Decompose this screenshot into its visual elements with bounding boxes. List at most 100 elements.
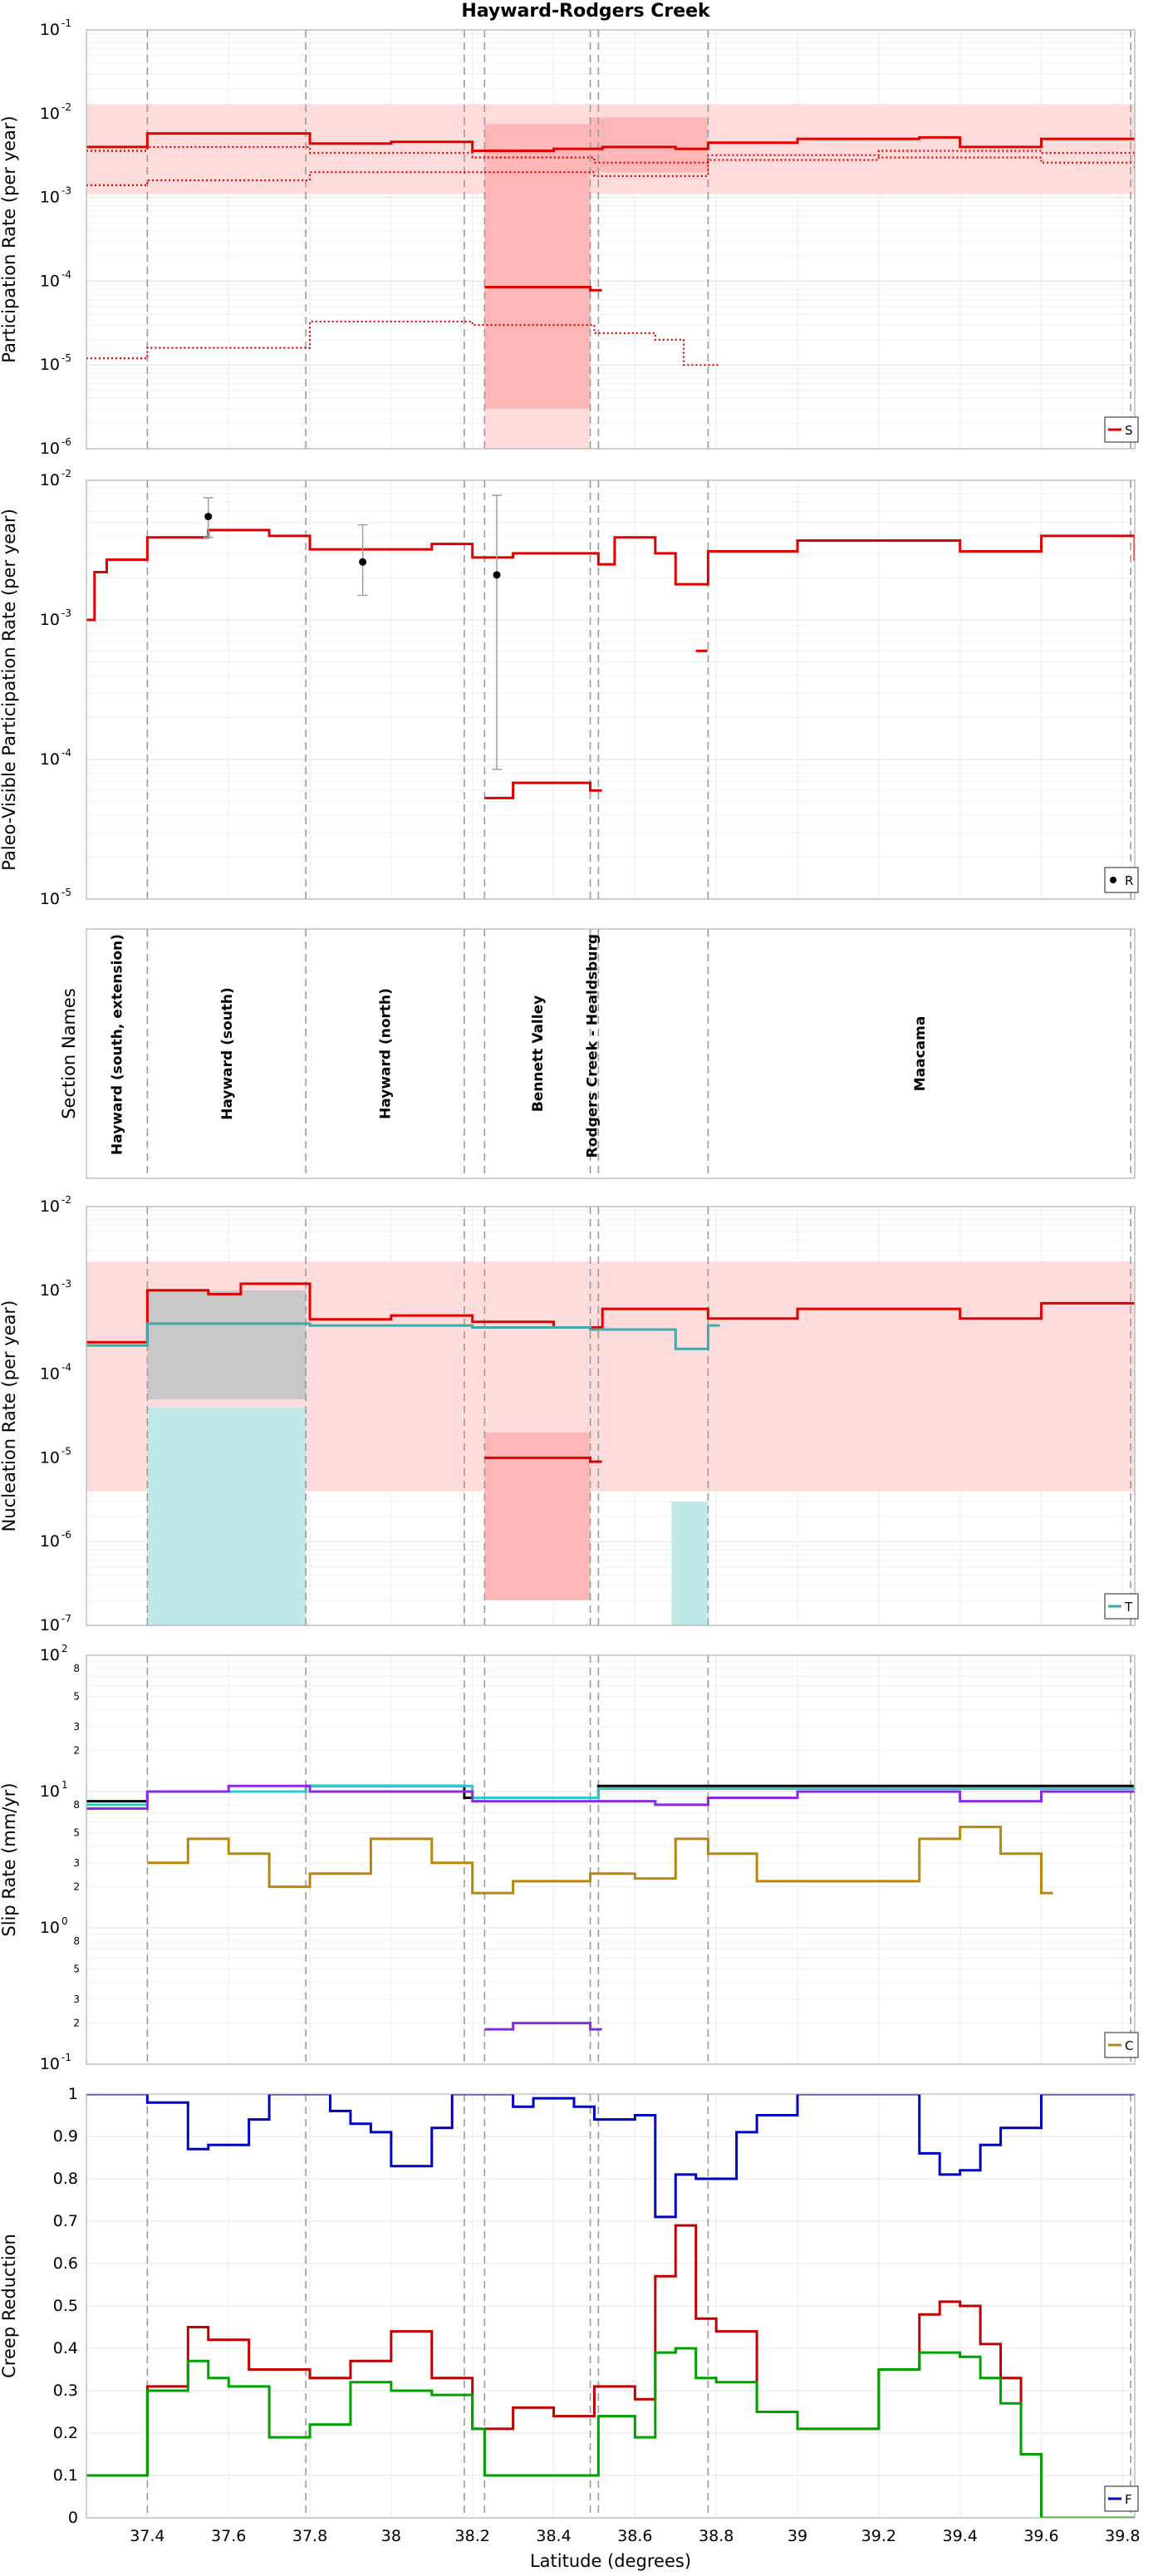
plot-content [86, 1655, 1135, 2064]
y-tick-label: 10 [40, 1365, 60, 1384]
y-tick-label: 10 [40, 1448, 60, 1467]
series-red [86, 2224, 1135, 2518]
x-tick-label: 39.4 [943, 2527, 978, 2545]
y-minor-tick-label: 5 [73, 1963, 80, 1974]
y-tick-label: 0.1 [53, 2466, 78, 2485]
y-tick-label: 10 [40, 1281, 60, 1300]
y-tick-label: 10 [40, 1197, 60, 1216]
y-tick-label: 10 [40, 272, 60, 290]
plot-content [86, 1207, 1135, 1625]
y-minor-tick-label: 3 [73, 1993, 80, 2005]
y-tick-label: 0.2 [53, 2424, 78, 2442]
x-tick-label: 39.8 [1105, 2527, 1140, 2545]
x-tick-label: 38.4 [536, 2527, 571, 2545]
series-mean [86, 132, 1135, 153]
y-tick-label: 0.9 [53, 2127, 78, 2146]
series-green [86, 2347, 1135, 2518]
uncertainty-band-4 [147, 1290, 307, 1399]
y-minor-tick-label: 3 [73, 1721, 80, 1733]
series-max [86, 145, 1135, 164]
y-tick-label: 0.6 [53, 2254, 78, 2273]
y-tick-label: 10 [40, 356, 60, 374]
y-tick-label: 10 [40, 890, 60, 908]
series-min [86, 156, 1135, 186]
y-tick-exponent: -1 [61, 2052, 71, 2063]
y-tick-exponent: -3 [61, 1278, 71, 1290]
x-axis-label: Latitude (degrees) [530, 2551, 691, 2571]
section-label-5: Maacama [912, 1016, 929, 1092]
series-bennett-low [484, 286, 602, 292]
y-tick-label: 10 [40, 189, 60, 207]
plot-area [86, 480, 1135, 899]
plot-content [146, 929, 1131, 1178]
y-tick-exponent: -5 [61, 887, 71, 898]
series-teal-mean [86, 1322, 720, 1350]
y-minor-tick-label: 8 [73, 1935, 80, 1947]
y-minor-tick-label: 2 [73, 1745, 80, 1757]
x-tick-label: 39 [788, 2527, 807, 2545]
observation-point-0 [204, 513, 213, 521]
y-tick-exponent: 2 [61, 1643, 68, 1654]
y-tick-exponent: -7 [61, 1613, 71, 1625]
plot-content [86, 2094, 1135, 2518]
y-tick-label: 0.4 [53, 2339, 78, 2357]
y-minor-tick-label: 2 [73, 2018, 80, 2029]
figure-title: Hayward-Rodgers Creek [461, 1, 711, 22]
y-tick-label: 10 [40, 1532, 60, 1551]
y-minor-tick-label: 3 [73, 1857, 80, 1869]
x-tick-label: 37.6 [211, 2527, 246, 2545]
section-label-2: Hayward (north) [378, 988, 395, 1119]
series-blue [86, 2094, 1135, 2219]
y-tick-label: 10 [40, 105, 60, 123]
y-tick-label: 10 [40, 611, 60, 629]
y-tick-label: 10 [40, 21, 60, 39]
y-tick-label: 0.8 [53, 2170, 78, 2188]
section-label-3: Bennett Valley [530, 995, 547, 1112]
x-tick-label: 39.2 [861, 2527, 896, 2545]
legend-label: R [1125, 873, 1133, 888]
y-tick-exponent: -2 [61, 468, 71, 479]
y-axis-label: Paleo-Visible Participation Rate (per ye… [0, 509, 19, 871]
series-bennett-low [484, 781, 602, 799]
y-tick-label: 1 [68, 2085, 78, 2103]
y-minor-tick-label: 8 [73, 1799, 80, 1811]
y-axis-label: Slip Rate (mm/yr) [0, 1782, 19, 1936]
legend-label: C [1125, 2038, 1133, 2053]
uncertainty-band-2 [484, 124, 591, 409]
y-tick-exponent: -4 [61, 268, 71, 280]
y-tick-label: 10 [40, 1616, 60, 1635]
y-tick-exponent: 1 [61, 1779, 68, 1791]
y-minor-tick-label: 2 [73, 1881, 80, 1893]
series-low-branch [86, 320, 720, 366]
y-tick-exponent: -5 [61, 1445, 71, 1457]
y-tick-label: 0.7 [53, 2212, 78, 2230]
legend-label: S [1125, 423, 1133, 438]
y-tick-exponent: -6 [61, 436, 71, 448]
y-tick-label: 10 [40, 1646, 60, 1664]
y-tick-label: 0 [68, 2509, 78, 2527]
uncertainty-band-1 [484, 1433, 591, 1600]
uncertainty-band-3 [590, 117, 709, 173]
x-tick-label: 38.6 [617, 2527, 652, 2545]
y-tick-label: 10 [40, 440, 60, 458]
plot-area [86, 30, 1135, 449]
legend-label: T [1124, 1600, 1133, 1615]
plot-content [86, 30, 1135, 449]
y-tick-exponent: -4 [61, 1362, 71, 1374]
legend-label: F [1125, 2492, 1132, 2507]
y-tick-label: 0.3 [53, 2382, 78, 2400]
plot-area [86, 1655, 1135, 2064]
uncertainty-band-2 [147, 1407, 307, 1625]
y-tick-label: 10 [40, 750, 60, 769]
y-minor-tick-label: 5 [73, 1826, 80, 1838]
y-tick-label: 10 [40, 1919, 60, 1937]
y-tick-exponent: -2 [61, 1194, 71, 1206]
panel-frame [86, 928, 1136, 1179]
plot-content [86, 480, 1135, 899]
observation-point-1 [359, 558, 367, 566]
panel-creep: 0 0.1 0.2 0.3 0.4 0.5 0.6 0.7 0.8 0.9 1 Creep Reduc… [0, 2085, 1140, 2545]
